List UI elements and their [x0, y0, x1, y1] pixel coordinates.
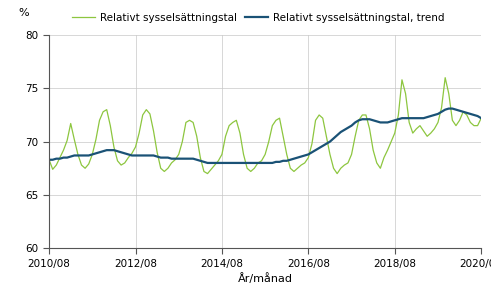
Relativt sysselsättningstal: [489, 119, 491, 122]
Relativt sysselsättningstal, trend: [129, 154, 135, 157]
Relativt sysselsättningstal, trend: [50, 158, 55, 161]
Relativt sysselsättningstal, trend: [489, 122, 491, 125]
Relativt sysselsättningstal, trend: [244, 161, 250, 165]
Relativt sysselsättningstal: [129, 152, 135, 155]
Relativt sysselsättningstal: [46, 158, 52, 161]
Relativt sysselsättningstal: [50, 168, 55, 171]
Relativt sysselsättningstal: [176, 153, 182, 156]
Relativt sysselsättningstal: [205, 172, 211, 175]
Relativt sysselsättningstal, trend: [446, 107, 452, 110]
Relativt sysselsättningstal: [305, 156, 311, 159]
Relativt sysselsättningstal, trend: [75, 154, 81, 157]
Relativt sysselsättningstal, trend: [176, 157, 182, 160]
Relativt sysselsättningstal, trend: [305, 153, 311, 156]
Line: Relativt sysselsättningstal, trend: Relativt sysselsättningstal, trend: [49, 109, 491, 163]
Relativt sysselsättningstal: [75, 153, 81, 156]
Relativt sysselsättningstal: [442, 76, 448, 79]
Text: %: %: [19, 8, 29, 18]
Relativt sysselsättningstal, trend: [46, 158, 52, 161]
Relativt sysselsättningstal: [244, 166, 250, 170]
Relativt sysselsättningstal, trend: [205, 161, 211, 165]
X-axis label: År/månad: År/månad: [238, 273, 293, 284]
Legend: Relativt sysselsättningstal, Relativt sysselsättningstal, trend: Relativt sysselsättningstal, Relativt sy…: [72, 13, 445, 22]
Line: Relativt sysselsättningstal: Relativt sysselsättningstal: [49, 78, 491, 173]
